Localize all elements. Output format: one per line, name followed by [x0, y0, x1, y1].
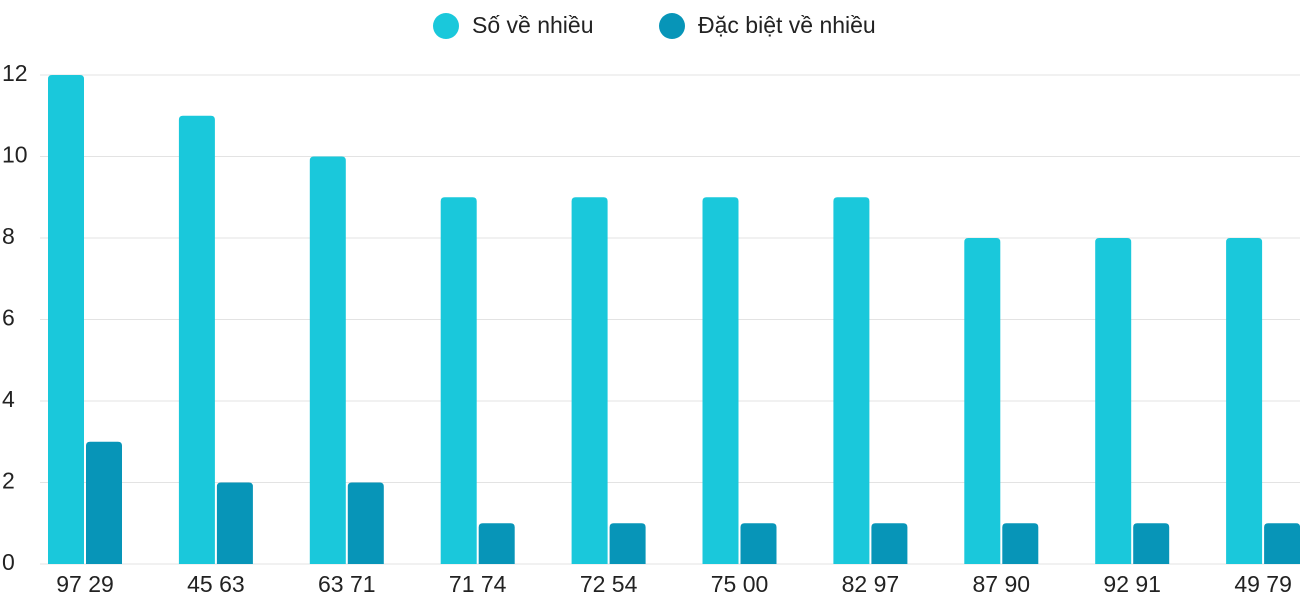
bar — [178, 115, 215, 564]
x-tick-label: 92 91 — [1103, 571, 1161, 597]
bar — [964, 238, 1001, 564]
bar — [609, 523, 646, 564]
bar — [571, 197, 608, 564]
bar — [1133, 523, 1170, 564]
bar — [702, 197, 739, 564]
x-tick-label: 97 29 — [56, 571, 114, 597]
bar — [478, 523, 515, 564]
y-tick-label: 8 — [2, 223, 15, 249]
bar — [440, 197, 477, 564]
x-tick-label: 63 71 — [318, 571, 376, 597]
x-tick-label: 75 00 — [711, 571, 769, 597]
bar — [871, 523, 908, 564]
bar — [1264, 523, 1300, 564]
bar — [740, 523, 777, 564]
legend-label: Số về nhiều — [472, 12, 593, 38]
x-tick-label: 49 79 — [1234, 571, 1292, 597]
y-tick-label: 12 — [2, 60, 28, 86]
bar — [1095, 238, 1132, 564]
x-tick-label: 71 74 — [449, 571, 507, 597]
bar — [48, 75, 84, 564]
y-tick-label: 4 — [2, 386, 15, 412]
legend-marker — [433, 13, 459, 39]
legend-marker — [659, 13, 685, 39]
legend-label: Đặc biệt về nhiều — [698, 12, 876, 38]
y-tick-label: 0 — [2, 549, 15, 575]
y-tick-label: 6 — [2, 305, 15, 331]
bar — [309, 156, 346, 564]
bar — [216, 482, 253, 564]
y-tick-label: 2 — [2, 468, 15, 494]
bar — [833, 197, 870, 564]
bar — [1002, 523, 1039, 564]
bar — [1226, 238, 1263, 564]
x-tick-label: 72 54 — [580, 571, 638, 597]
x-tick-label: 45 63 — [187, 571, 245, 597]
x-tick-label: 87 90 — [973, 571, 1031, 597]
bar — [86, 441, 122, 564]
bar — [347, 482, 384, 564]
x-tick-label: 82 97 — [842, 571, 900, 597]
y-tick-label: 10 — [2, 142, 28, 168]
